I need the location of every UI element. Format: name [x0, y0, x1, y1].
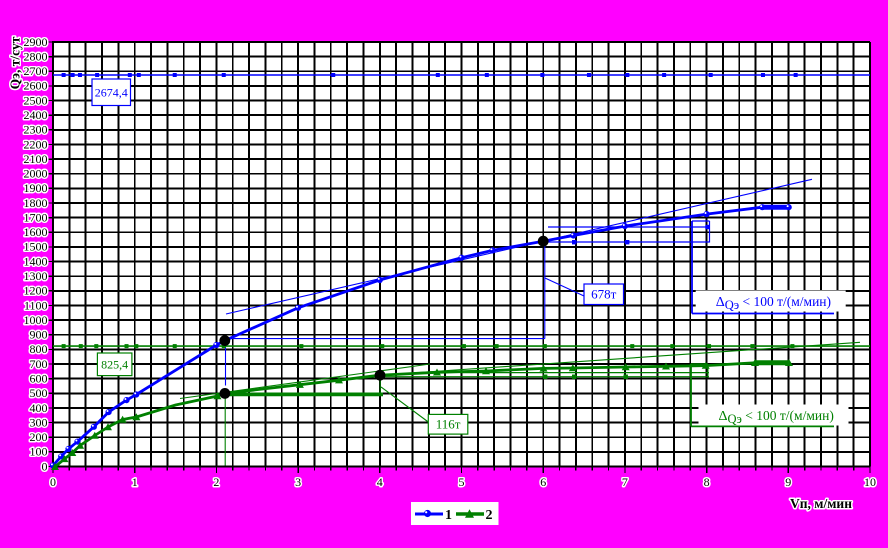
svg-text:900: 900: [30, 328, 48, 342]
svg-text:2: 2: [486, 508, 493, 523]
svg-text:Vп, м/мин: Vп, м/мин: [790, 496, 852, 511]
svg-text:1200: 1200: [24, 284, 48, 298]
svg-text:600: 600: [30, 371, 48, 385]
svg-text:8: 8: [704, 475, 710, 489]
svg-text:200: 200: [30, 430, 48, 444]
svg-text:2000: 2000: [24, 167, 48, 181]
svg-text:2600: 2600: [24, 79, 48, 93]
svg-text:1400: 1400: [24, 254, 48, 268]
svg-text:10: 10: [864, 475, 876, 489]
svg-text:678т: 678т: [591, 286, 617, 301]
svg-text:300: 300: [30, 415, 48, 429]
svg-text:Qэ, т/сут: Qэ, т/сут: [8, 36, 23, 89]
svg-text:3: 3: [295, 475, 301, 489]
svg-text:800: 800: [30, 342, 48, 356]
svg-text:1900: 1900: [24, 181, 48, 195]
svg-text:1: 1: [445, 508, 452, 523]
svg-text:5: 5: [459, 475, 465, 489]
svg-text:2300: 2300: [24, 123, 48, 137]
svg-text:6: 6: [540, 475, 546, 489]
svg-text:2900: 2900: [24, 35, 48, 49]
svg-text:2400: 2400: [24, 108, 48, 122]
svg-text:ΔQэ < 100 т/(м/мин): ΔQэ < 100 т/(м/мин): [716, 294, 831, 312]
svg-text:2: 2: [213, 475, 219, 489]
svg-text:2800: 2800: [24, 49, 48, 63]
svg-text:2500: 2500: [24, 93, 48, 107]
svg-text:0: 0: [50, 475, 56, 489]
svg-text:1000: 1000: [24, 313, 48, 327]
svg-text:100: 100: [30, 445, 48, 459]
svg-text:700: 700: [30, 357, 48, 371]
svg-text:9: 9: [785, 475, 791, 489]
svg-text:825,4: 825,4: [101, 358, 128, 372]
svg-text:2200: 2200: [24, 137, 48, 151]
svg-text:1300: 1300: [24, 269, 48, 283]
svg-text:400: 400: [30, 401, 48, 415]
svg-text:7: 7: [622, 475, 628, 489]
svg-text:4: 4: [377, 475, 383, 489]
svg-text:1: 1: [132, 475, 138, 489]
svg-text:1800: 1800: [24, 196, 48, 210]
svg-text:0: 0: [42, 459, 48, 473]
svg-text:1100: 1100: [24, 298, 48, 312]
svg-text:2700: 2700: [24, 64, 48, 78]
svg-text:1600: 1600: [24, 225, 48, 239]
svg-text:2674,4: 2674,4: [95, 85, 128, 99]
svg-text:2100: 2100: [24, 152, 48, 166]
svg-text:500: 500: [30, 386, 48, 400]
svg-text:1700: 1700: [24, 210, 48, 224]
svg-text:1500: 1500: [24, 240, 48, 254]
svg-text:ΔQэ < 100 т/(м/мин): ΔQэ < 100 т/(м/мин): [719, 408, 834, 426]
svg-text:116т: 116т: [436, 416, 461, 431]
